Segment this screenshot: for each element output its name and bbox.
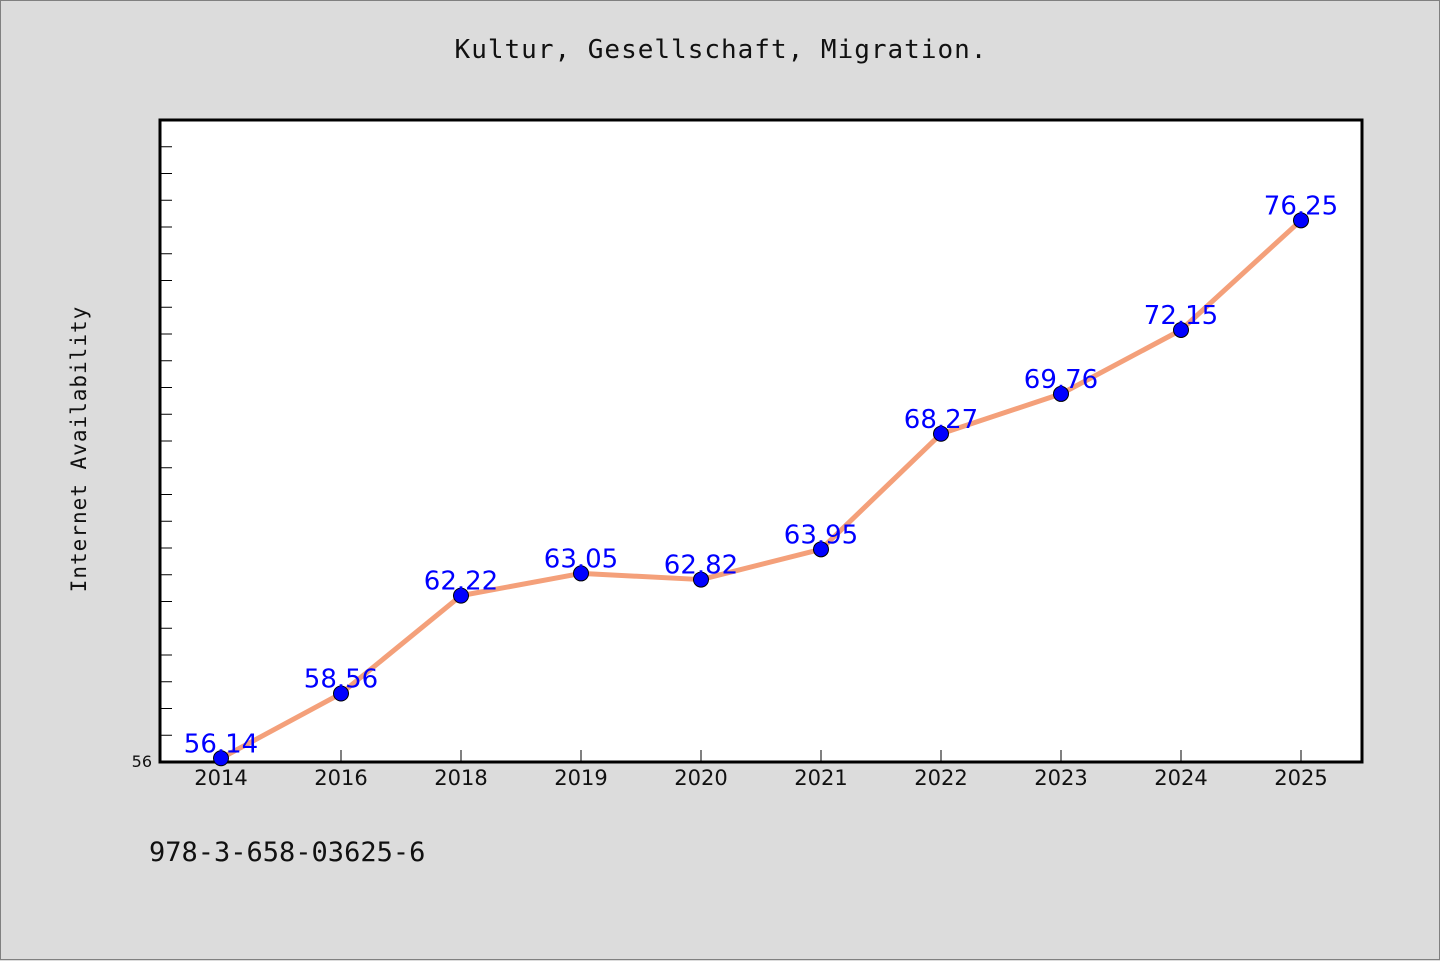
data-label: 72.15 <box>1144 301 1218 331</box>
data-point <box>813 541 829 558</box>
chart-title: Kultur, Gesellschaft, Migration. <box>454 35 988 65</box>
data-label: 56.14 <box>184 729 258 759</box>
data-point <box>1173 321 1189 338</box>
y-tick-label: 56 <box>132 752 152 771</box>
isbn-text: 978-3-658-03625-6 <box>149 837 426 868</box>
data-point <box>1053 385 1069 402</box>
x-tick-label: 2014 <box>194 766 247 790</box>
data-label-layer: 56.14 58.56 62.22 63.05 62.82 63.95 68.27 69.76… <box>184 191 1338 759</box>
data-point <box>453 587 469 604</box>
data-point <box>1293 212 1309 229</box>
data-label: 63.95 <box>784 520 858 550</box>
data-point <box>693 571 709 588</box>
x-tick-label: 2023 <box>1034 766 1087 790</box>
x-tick-label: 2021 <box>794 766 847 790</box>
data-label: 69.76 <box>1024 365 1098 395</box>
x-tick-label: 2018 <box>434 766 487 790</box>
data-point <box>213 750 229 767</box>
marker-layer <box>213 212 1309 767</box>
x-tick-label: 2025 <box>1274 766 1327 790</box>
data-label: 76.25 <box>1264 191 1338 221</box>
data-label: 63.05 <box>544 544 618 574</box>
data-label: 62.82 <box>664 551 738 581</box>
x-tick-label: 2020 <box>674 766 727 790</box>
x-tick-label: 2024 <box>1154 766 1207 790</box>
data-point <box>573 565 589 582</box>
series-layer <box>218 217 1304 761</box>
data-point <box>333 685 349 702</box>
x-tick-label: 2022 <box>914 766 967 790</box>
data-point <box>933 425 949 442</box>
y-axis-ticks: 56 <box>132 146 172 771</box>
x-tick-label: 2019 <box>554 766 607 790</box>
series-line <box>218 217 1304 761</box>
x-axis-ticks: 2014 2016 2018 2019 2020 2021 2022 2023 2024 2025 <box>194 750 1328 790</box>
plot-area <box>158 118 1364 764</box>
data-label: 62.22 <box>424 567 498 597</box>
data-label: 58.56 <box>304 665 378 695</box>
x-tick-label: 2016 <box>314 766 367 790</box>
data-label: 68.27 <box>904 405 978 435</box>
